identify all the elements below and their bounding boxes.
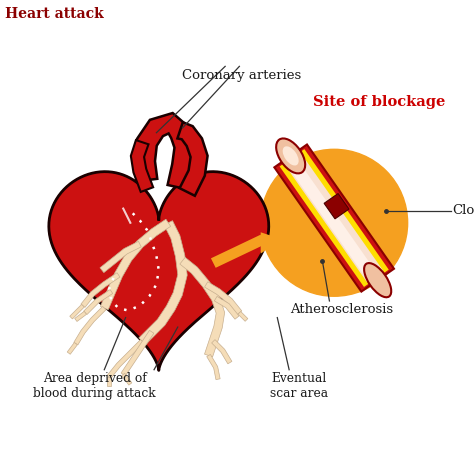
Polygon shape xyxy=(121,330,154,376)
Polygon shape xyxy=(75,311,86,321)
Polygon shape xyxy=(238,311,248,321)
Text: Heart attack: Heart attack xyxy=(5,7,103,21)
Polygon shape xyxy=(107,339,144,378)
Polygon shape xyxy=(74,306,106,345)
Circle shape xyxy=(261,149,408,296)
Polygon shape xyxy=(134,113,195,190)
Polygon shape xyxy=(214,296,239,319)
Text: Atherosclerosis: Atherosclerosis xyxy=(290,303,393,316)
Polygon shape xyxy=(70,304,84,319)
Polygon shape xyxy=(177,122,208,196)
Polygon shape xyxy=(180,257,225,357)
Polygon shape xyxy=(107,377,111,386)
Polygon shape xyxy=(67,343,77,354)
Polygon shape xyxy=(285,154,383,282)
Polygon shape xyxy=(274,145,394,292)
Polygon shape xyxy=(207,355,220,380)
Polygon shape xyxy=(100,219,171,310)
Ellipse shape xyxy=(276,138,305,173)
Polygon shape xyxy=(139,221,187,345)
Polygon shape xyxy=(261,232,282,254)
Polygon shape xyxy=(81,273,120,307)
Ellipse shape xyxy=(364,263,391,297)
Polygon shape xyxy=(205,282,242,315)
Polygon shape xyxy=(131,140,153,192)
Polygon shape xyxy=(211,235,265,268)
Text: Eventual
scar area: Eventual scar area xyxy=(270,372,328,400)
Polygon shape xyxy=(122,374,132,385)
Text: Area deprived of
blood during attack: Area deprived of blood during attack xyxy=(34,372,156,400)
Polygon shape xyxy=(49,172,269,370)
Ellipse shape xyxy=(283,146,299,165)
Text: Coronary arteries: Coronary arteries xyxy=(182,69,301,82)
Polygon shape xyxy=(100,241,141,273)
Text: Clot: Clot xyxy=(453,204,474,218)
Polygon shape xyxy=(211,339,232,364)
Polygon shape xyxy=(285,156,374,275)
Polygon shape xyxy=(324,193,349,219)
Text: Site of blockage: Site of blockage xyxy=(313,95,446,109)
Polygon shape xyxy=(280,149,389,287)
Polygon shape xyxy=(83,290,113,315)
